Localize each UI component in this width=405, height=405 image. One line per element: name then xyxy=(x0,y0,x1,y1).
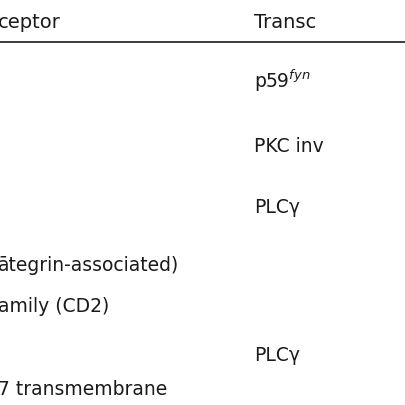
Text: ātegrin-associated): ātegrin-associated) xyxy=(0,256,179,275)
Text: Transc: Transc xyxy=(254,13,315,32)
Text: PKC inv: PKC inv xyxy=(254,136,323,155)
Text: amily (CD2): amily (CD2) xyxy=(0,296,109,315)
Text: PLCγ: PLCγ xyxy=(254,345,299,364)
Text: 7 transmembrane: 7 transmembrane xyxy=(0,379,167,398)
Text: p59$^{fyn}$: p59$^{fyn}$ xyxy=(254,68,310,94)
Text: PLCγ: PLCγ xyxy=(254,197,299,216)
Text: ceptor: ceptor xyxy=(0,13,61,32)
